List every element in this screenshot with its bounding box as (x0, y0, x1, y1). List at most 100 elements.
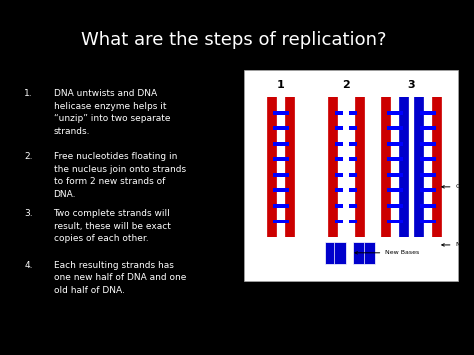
Bar (436, 111, 440, 115)
Bar (383, 219, 387, 224)
Bar (289, 189, 292, 192)
Bar (269, 189, 273, 192)
Bar (385, 157, 405, 162)
Bar (403, 189, 407, 192)
Bar (269, 219, 273, 224)
Text: 2.: 2. (24, 152, 33, 162)
Bar (417, 111, 420, 115)
Text: What are the steps of replication?: What are the steps of replication? (81, 31, 387, 49)
Bar (436, 142, 440, 146)
Bar (383, 126, 387, 130)
Text: Two complete strands will
result, these will be exact
copies of each other.: Two complete strands will result, these … (54, 209, 170, 244)
Bar (403, 204, 407, 208)
Bar (271, 111, 291, 115)
Text: Old: Old (442, 184, 466, 189)
Bar (269, 204, 273, 208)
Bar (419, 219, 438, 224)
Bar (417, 142, 420, 146)
Bar (436, 126, 440, 130)
Bar (419, 157, 438, 162)
Text: 1: 1 (277, 81, 285, 91)
Bar (357, 204, 363, 208)
Bar (357, 126, 363, 130)
Bar (436, 173, 440, 177)
Bar (336, 173, 343, 177)
Text: Each resulting strands has
one new half of DNA and one
old half of DNA.: Each resulting strands has one new half … (54, 261, 186, 295)
Bar (403, 126, 407, 130)
Bar (357, 219, 363, 224)
Bar (385, 219, 405, 224)
Bar (349, 204, 357, 208)
Bar (269, 173, 273, 177)
Text: 1.: 1. (24, 89, 33, 98)
Bar (271, 157, 291, 162)
Bar (349, 111, 357, 115)
Bar (385, 111, 405, 115)
Text: 3: 3 (408, 81, 415, 91)
Bar (335, 242, 346, 264)
Bar (417, 173, 420, 177)
Bar (385, 126, 405, 130)
Text: New Bases: New Bases (355, 250, 419, 255)
Text: 4.: 4. (24, 261, 33, 270)
Bar (385, 189, 405, 192)
Bar (289, 142, 292, 146)
Text: DNA untwists and DNA
helicase enzyme helps it
“unzip” into two separate
strands.: DNA untwists and DNA helicase enzyme hel… (54, 89, 170, 136)
Bar (419, 111, 438, 115)
Bar (244, 70, 458, 282)
Bar (329, 189, 336, 192)
Bar (289, 126, 292, 130)
Bar (271, 219, 291, 224)
Bar (271, 126, 291, 130)
Bar (329, 142, 336, 146)
Bar (419, 126, 438, 130)
Bar (403, 157, 407, 162)
Bar (336, 157, 343, 162)
Bar (269, 111, 273, 115)
Bar (289, 204, 292, 208)
Text: 2: 2 (342, 81, 350, 91)
Bar (336, 204, 343, 208)
Bar (357, 173, 363, 177)
Bar (349, 126, 357, 130)
Bar (336, 189, 343, 192)
Bar (357, 142, 363, 146)
Bar (349, 189, 357, 192)
Bar (364, 242, 375, 264)
Bar (403, 142, 407, 146)
Bar (289, 157, 292, 162)
Bar (271, 142, 291, 146)
Bar (419, 173, 438, 177)
Bar (269, 126, 273, 130)
Bar (436, 219, 440, 224)
Bar (383, 111, 387, 115)
Bar (417, 204, 420, 208)
Bar (383, 142, 387, 146)
Bar (436, 157, 440, 162)
Bar (383, 157, 387, 162)
Bar (329, 111, 336, 115)
Bar (383, 173, 387, 177)
Bar (403, 111, 407, 115)
Bar (417, 126, 420, 130)
Text: New: New (442, 242, 469, 247)
Bar (336, 219, 343, 224)
Bar (269, 142, 273, 146)
Bar (329, 204, 336, 208)
Bar (329, 126, 336, 130)
Bar (289, 111, 292, 115)
Bar (336, 126, 343, 130)
Bar (385, 204, 405, 208)
Bar (336, 142, 343, 146)
Text: 3.: 3. (24, 209, 33, 218)
Bar (419, 204, 438, 208)
Bar (349, 173, 357, 177)
Bar (289, 219, 292, 224)
Bar (419, 142, 438, 146)
Text: Free nucleotides floating in
the nucleus join onto strands
to form 2 new strands: Free nucleotides floating in the nucleus… (54, 152, 186, 199)
Bar (271, 204, 291, 208)
Bar (436, 189, 440, 192)
Bar (269, 157, 273, 162)
Bar (403, 173, 407, 177)
Bar (403, 219, 407, 224)
